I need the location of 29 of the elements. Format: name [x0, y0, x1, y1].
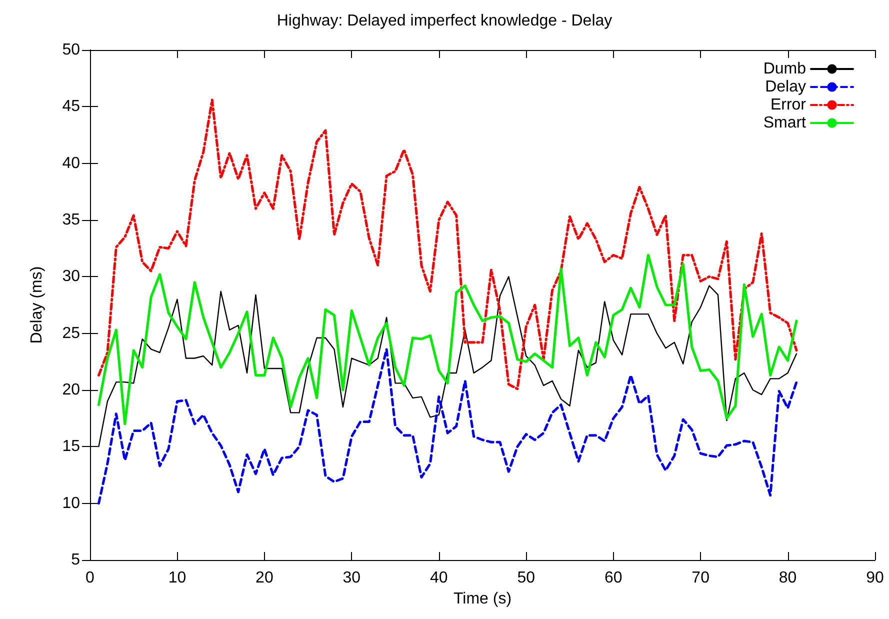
x-tick-label: 30 — [342, 570, 361, 586]
y-tick-label: 35 — [62, 212, 80, 228]
line-series — [97, 254, 798, 426]
y-tick-label: 50 — [62, 42, 80, 58]
x-axis-title: Time (s) — [453, 590, 512, 608]
x-tick-label: 80 — [778, 570, 797, 586]
legend-label: Dumb — [763, 60, 806, 78]
y-tick-label: 25 — [62, 324, 80, 342]
x-tick-label: 10 — [168, 570, 186, 586]
line-series — [97, 348, 798, 505]
y-axis-title: Delay (ms) — [28, 266, 46, 344]
y-tick-label: 45 — [62, 98, 80, 116]
legend-label: Smart — [763, 114, 807, 132]
y-tick-label: 30 — [62, 268, 80, 286]
x-tick-label: 50 — [517, 570, 536, 586]
x-tick-label: 0 — [86, 570, 95, 586]
y-tick-label: 20 — [62, 382, 80, 398]
y-tick-label: 10 — [62, 494, 80, 512]
x-tick-label: 20 — [256, 570, 274, 586]
y-tick-label: 15 — [62, 438, 80, 456]
legend-label: Delay — [765, 78, 806, 96]
y-tick-label: 40 — [62, 154, 80, 172]
legend-label: Error — [770, 96, 807, 114]
y-tick-label: 5 — [71, 552, 80, 568]
x-tick-label: 70 — [692, 570, 710, 586]
chart-title: Highway: Delayed imperfect knowledge - Delay — [276, 12, 612, 30]
x-tick-label: 40 — [430, 570, 448, 586]
x-tick-label: 90 — [866, 570, 884, 586]
x-tick-label: 60 — [604, 570, 622, 586]
